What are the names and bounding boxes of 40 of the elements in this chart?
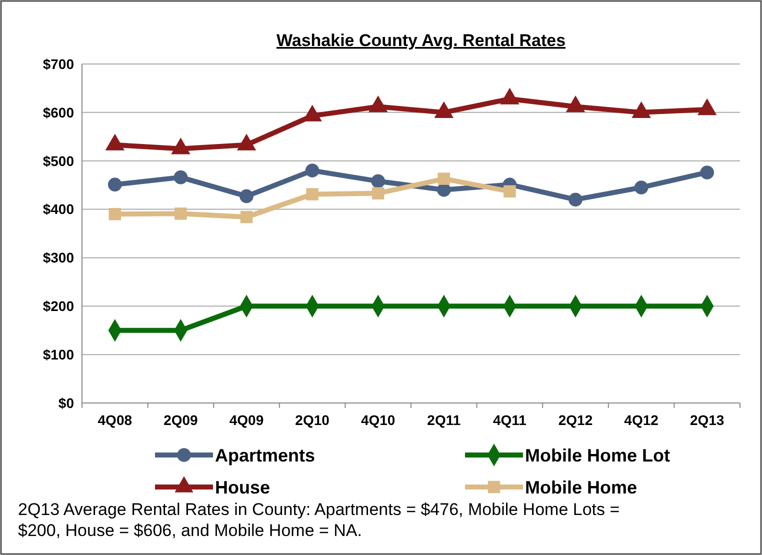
x-tick-label: 2Q09	[164, 412, 198, 428]
y-tick-label: $500	[42, 152, 74, 169]
legend-label: House	[215, 477, 270, 498]
x-tick-label: 4Q10	[360, 412, 396, 428]
y-tick-label: $200	[42, 298, 74, 314]
y-tick-label: $0	[58, 394, 74, 411]
point	[305, 164, 320, 178]
x-tick-label: 2Q11	[427, 412, 461, 428]
y-tick-label: $400	[42, 201, 74, 218]
x-tick-label: 4Q08	[98, 412, 132, 428]
x-tick-label: 2Q12	[558, 412, 593, 428]
x-tick-label: 2Q13	[690, 412, 724, 428]
x-tick-label: 2Q10	[295, 412, 330, 428]
point	[700, 166, 714, 180]
point	[174, 208, 187, 220]
legend-label: Mobile Home	[525, 477, 638, 498]
point	[108, 178, 122, 192]
text: 2Q13 Average Rental Rates in County: Apartments = $476, Mobile Home Lots = $200, House = $606, and Mobile Home = NA.	[18, 500, 620, 540]
x-tick-label: 4Q09	[229, 412, 264, 428]
point	[438, 172, 450, 185]
point	[240, 210, 253, 224]
x-tick-label: 4Q12	[624, 412, 659, 428]
point	[306, 188, 318, 200]
point	[504, 185, 516, 198]
point	[568, 192, 582, 206]
y-tick-label: $100	[42, 346, 74, 362]
point	[634, 180, 648, 194]
legend-label: Mobile Home Lot	[525, 445, 670, 466]
y-tick-label: $300	[42, 250, 74, 266]
point	[371, 174, 386, 188]
point	[436, 183, 451, 197]
point	[372, 187, 384, 200]
point	[240, 189, 254, 204]
legend-label: Apartments	[215, 445, 316, 466]
point	[108, 208, 122, 220]
x-tick-label: 4Q11	[492, 412, 527, 428]
chart-title: Washakie County Avg. Rental Rates	[276, 31, 566, 50]
y-tick-label: $700	[42, 56, 74, 72]
point	[174, 170, 188, 184]
y-tick-label: $600	[42, 104, 74, 120]
